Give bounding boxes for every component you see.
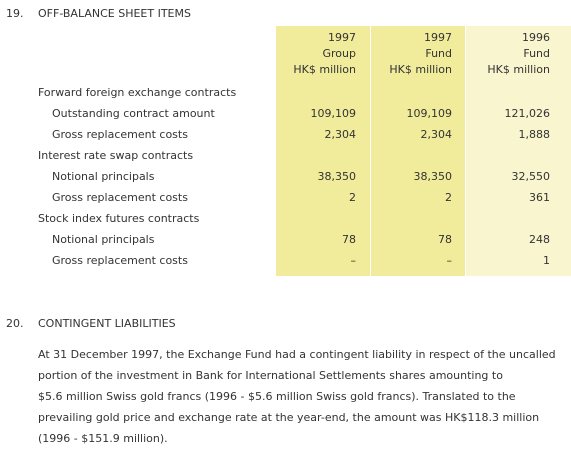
section-number: 20. [6, 317, 24, 330]
cell-value: 38,350 [413, 170, 453, 183]
column-header: 1996 [522, 31, 550, 44]
group-label: Stock index futures contracts [38, 212, 200, 225]
column-header: Fund [523, 47, 550, 60]
column-header: Group [322, 47, 357, 60]
cell-value: 32,550 [511, 170, 551, 183]
row-label: Outstanding contract amount [52, 107, 215, 120]
column-header: HK$ million [389, 63, 452, 76]
cell-value: 78 [438, 233, 452, 246]
cell-value: 78 [342, 233, 356, 246]
column-header: 1997 [424, 31, 452, 44]
cell-value: 109,109 [406, 107, 453, 120]
row-label: Gross replacement costs [52, 191, 188, 204]
cell-value: 109,109 [310, 107, 357, 120]
cell-value: – [350, 254, 357, 267]
cell-value: 2 [349, 191, 356, 204]
cell-value: 1,888 [518, 128, 551, 141]
column-header: 1997 [328, 31, 356, 44]
cell-value: 121,026 [504, 107, 551, 120]
group-label: Interest rate swap contracts [38, 149, 194, 162]
cell-value: 1 [543, 254, 550, 267]
cell-value: 248 [529, 233, 550, 246]
paragraph-line: (1996 - $151.9 million). [38, 432, 168, 445]
group-label: Forward foreign exchange contracts [38, 86, 237, 99]
cell-value: 38,350 [317, 170, 357, 183]
row-label: Gross replacement costs [52, 254, 188, 267]
column-header: HK$ million [293, 63, 356, 76]
column-shade [466, 26, 571, 276]
paragraph-line: $5.6 million Swiss gold francs (1996 - $… [38, 390, 516, 403]
column-header: Fund [425, 47, 452, 60]
paragraph-line: prevailing gold price and exchange rate … [38, 411, 540, 424]
row-label: Gross replacement costs [52, 128, 188, 141]
section-title: CONTINGENT LIABILITIES [38, 317, 176, 330]
row-label: Notional principals [52, 233, 155, 246]
section-number: 19. [6, 7, 24, 20]
paragraph-line: At 31 December 1997, the Exchange Fund h… [38, 348, 556, 361]
cell-value: 2,304 [324, 128, 357, 141]
column-shade [276, 26, 370, 276]
section-title: OFF-BALANCE SHEET ITEMS [38, 7, 191, 20]
column-shade [371, 26, 465, 276]
row-label: Notional principals [52, 170, 155, 183]
column-header: HK$ million [487, 63, 550, 76]
paragraph-line: portion of the investment in Bank for In… [38, 369, 503, 382]
cell-value: – [446, 254, 453, 267]
cell-value: 361 [529, 191, 550, 204]
cell-value: 2 [445, 191, 452, 204]
cell-value: 2,304 [420, 128, 453, 141]
